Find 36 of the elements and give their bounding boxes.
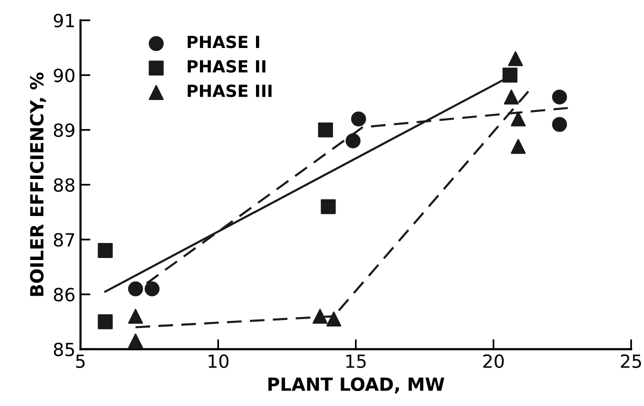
point bbox=[502, 68, 518, 83]
x-tick-label: 20 bbox=[483, 354, 504, 368]
point bbox=[128, 281, 144, 296]
y-tick-label: 90 bbox=[54, 68, 74, 82]
point bbox=[552, 116, 568, 132]
point bbox=[552, 90, 568, 104]
x-axis-title: PLANT LOAD, MW bbox=[268, 377, 444, 394]
point bbox=[318, 122, 333, 138]
point bbox=[312, 308, 328, 324]
legend-label: PHASE I bbox=[188, 36, 260, 48]
point bbox=[128, 308, 144, 324]
legend-label: PHASE II bbox=[188, 60, 266, 73]
legend-label: PHASE III bbox=[188, 84, 272, 98]
point bbox=[346, 133, 361, 148]
point bbox=[98, 243, 113, 258]
point bbox=[510, 138, 526, 154]
y-axis-title: BOILER EFFICIENCY, % bbox=[30, 72, 46, 296]
point bbox=[128, 333, 144, 348]
point bbox=[351, 111, 366, 126]
y-tick-label: 86 bbox=[54, 288, 74, 302]
x-tick-label: 5 bbox=[76, 354, 85, 368]
point bbox=[508, 51, 523, 66]
y-tick-label: 85 bbox=[54, 342, 74, 356]
x-tick-label: 15 bbox=[346, 354, 366, 368]
point bbox=[326, 312, 342, 326]
point bbox=[144, 281, 160, 296]
point bbox=[510, 111, 526, 126]
point bbox=[504, 90, 519, 104]
x-tick-label: 10 bbox=[208, 354, 228, 368]
y-tick-label: 89 bbox=[54, 123, 74, 138]
x-tick-label: 25 bbox=[620, 354, 642, 368]
point bbox=[98, 314, 113, 330]
y-tick-label: 91 bbox=[54, 14, 74, 28]
y-tick-label: 88 bbox=[54, 178, 74, 192]
y-tick-label: 87 bbox=[54, 233, 74, 247]
point bbox=[320, 199, 336, 214]
